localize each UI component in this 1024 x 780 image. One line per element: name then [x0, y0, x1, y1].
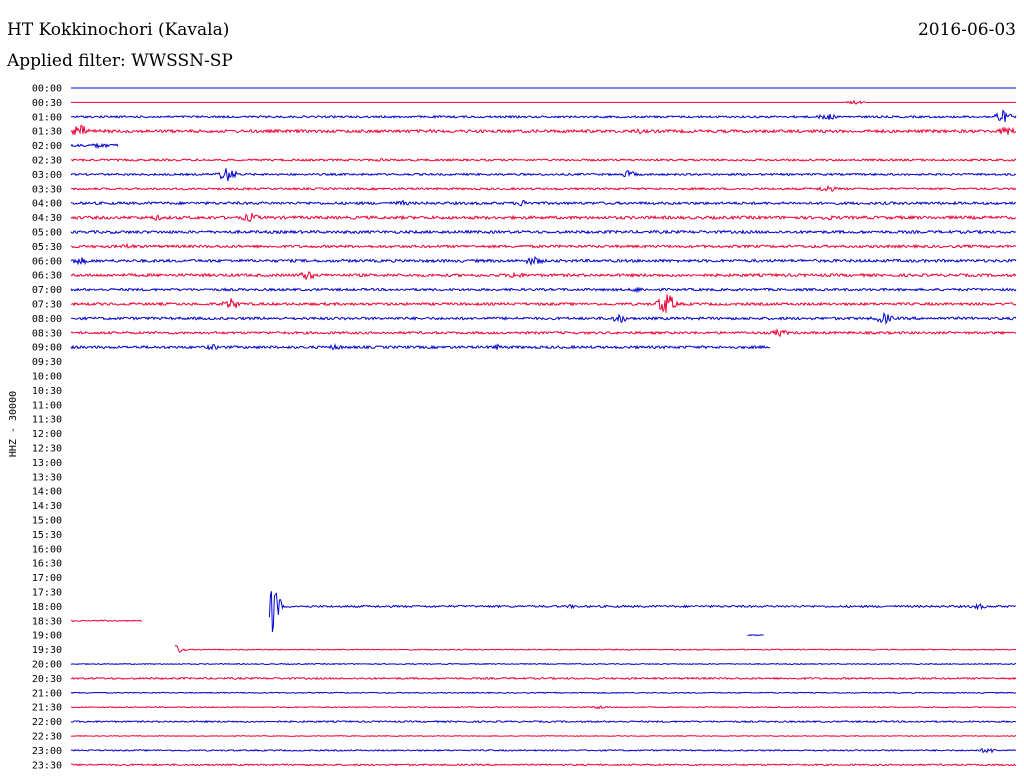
- trace-line-0600: [70, 255, 1017, 267]
- time-tick-label: 15:00: [32, 516, 62, 527]
- time-tick-label: 04:30: [32, 213, 62, 224]
- trace-line-0830: [70, 328, 1017, 338]
- time-tick-label: 03:30: [32, 184, 62, 195]
- time-tick-label: 02:00: [32, 141, 62, 152]
- trace-line-1900: [747, 634, 764, 637]
- time-tick-label: 18:00: [32, 602, 62, 613]
- trace-line-2100: [70, 691, 1017, 694]
- time-tick-label: 01:30: [32, 127, 62, 138]
- trace-line-0900: [70, 342, 771, 351]
- time-tick-label: 00:00: [32, 84, 62, 95]
- time-tick-label: 15:30: [32, 530, 62, 541]
- time-tick-label: 21:00: [32, 688, 62, 699]
- time-tick-label: 07:00: [32, 285, 62, 296]
- trace-line-0530: [70, 242, 1017, 250]
- trace-line-0100: [70, 109, 1017, 123]
- trace-line-2200: [70, 719, 1017, 724]
- station-title: HT Kokkinochori (Kavala): [7, 20, 230, 40]
- trace-line-0300: [70, 168, 1017, 182]
- time-tick-label: 17:00: [32, 573, 62, 584]
- trace-line-0630: [70, 270, 1017, 281]
- time-tick-label: 14:00: [32, 487, 62, 498]
- time-tick-label: 01:00: [32, 112, 62, 123]
- time-tick-label: 23:30: [32, 760, 62, 771]
- time-tick-label: 12:00: [32, 429, 62, 440]
- time-tick-label: 09:00: [32, 343, 62, 354]
- time-tick-label: 06:00: [32, 256, 62, 267]
- time-tick-label: 05:30: [32, 242, 62, 253]
- trace-line-0800: [70, 311, 1017, 325]
- time-tick-label: 19:00: [32, 631, 62, 642]
- time-tick-label: 07:30: [32, 300, 62, 311]
- time-tick-label: 02:30: [32, 156, 62, 167]
- time-tick-label: 11:30: [32, 415, 62, 426]
- time-tick-label: 16:30: [32, 559, 62, 570]
- y-axis-label: HHZ - 30000: [8, 391, 19, 457]
- trace-line-0200: [70, 142, 119, 150]
- time-tick-label: 17:30: [32, 588, 62, 599]
- time-tick-label: 16:00: [32, 544, 62, 555]
- trace-line-1800: [268, 591, 1016, 633]
- trace-line-0330: [70, 185, 1017, 192]
- time-tick-label: 10:30: [32, 386, 62, 397]
- time-tick-label: 23:00: [32, 746, 62, 757]
- time-tick-label: 09:30: [32, 357, 62, 368]
- trace-line-0230: [70, 157, 1017, 163]
- trace-line-2030: [70, 676, 1017, 681]
- trace-line-1830: [70, 619, 143, 623]
- trace-line-0030: [71, 99, 1016, 105]
- time-tick-label: 03:00: [32, 170, 62, 181]
- trace-line-2130: [70, 705, 1017, 710]
- time-tick-label: 13:00: [32, 458, 62, 469]
- time-tick-label: 00:30: [32, 98, 62, 109]
- time-tick-label: 22:30: [32, 732, 62, 743]
- trace-line-0430: [70, 213, 1017, 223]
- time-tick-label: 04:00: [32, 199, 62, 210]
- time-tick-label: 13:30: [32, 472, 62, 483]
- trace-line-2000: [70, 662, 1017, 666]
- time-tick-label: 21:30: [32, 703, 62, 714]
- trace-line-0700: [70, 287, 1017, 294]
- time-tick-label: 11:00: [32, 400, 62, 411]
- date-label: 2016-06-03: [917, 20, 1016, 40]
- trace-line-0500: [70, 229, 1017, 235]
- time-tick-label: 19:30: [32, 645, 62, 656]
- time-tick-label: 06:30: [32, 271, 62, 282]
- time-tick-label: 22:00: [32, 717, 62, 728]
- time-tick-label: 05:00: [32, 228, 62, 239]
- time-tick-label: 08:00: [32, 314, 62, 325]
- time-tick-label: 14:30: [32, 501, 62, 512]
- time-tick-label: 20:30: [32, 674, 62, 685]
- trace-line-0730: [70, 294, 1017, 313]
- time-tick-label: 08:30: [32, 328, 62, 339]
- trace-group: [70, 87, 1017, 767]
- time-tick-label: 12:30: [32, 444, 62, 455]
- filter-label: Applied filter: WWSSN-SP: [7, 51, 233, 71]
- time-tick-label: 20:00: [32, 660, 62, 671]
- time-tick-label: 10:00: [32, 372, 62, 383]
- trace-line-0130: [70, 124, 1017, 137]
- trace-line-2230: [70, 735, 1017, 738]
- trace-line-0400: [70, 199, 1017, 207]
- trace-line-1930: [174, 645, 1017, 653]
- time-tick-label: 18:30: [32, 616, 62, 627]
- trace-line-2300: [70, 747, 1017, 754]
- time-label-group: 00:00 00:30 01:00 01:30 02:00 02:30 03:00 03:30…: [32, 84, 62, 772]
- trace-line-2330: [70, 763, 1017, 767]
